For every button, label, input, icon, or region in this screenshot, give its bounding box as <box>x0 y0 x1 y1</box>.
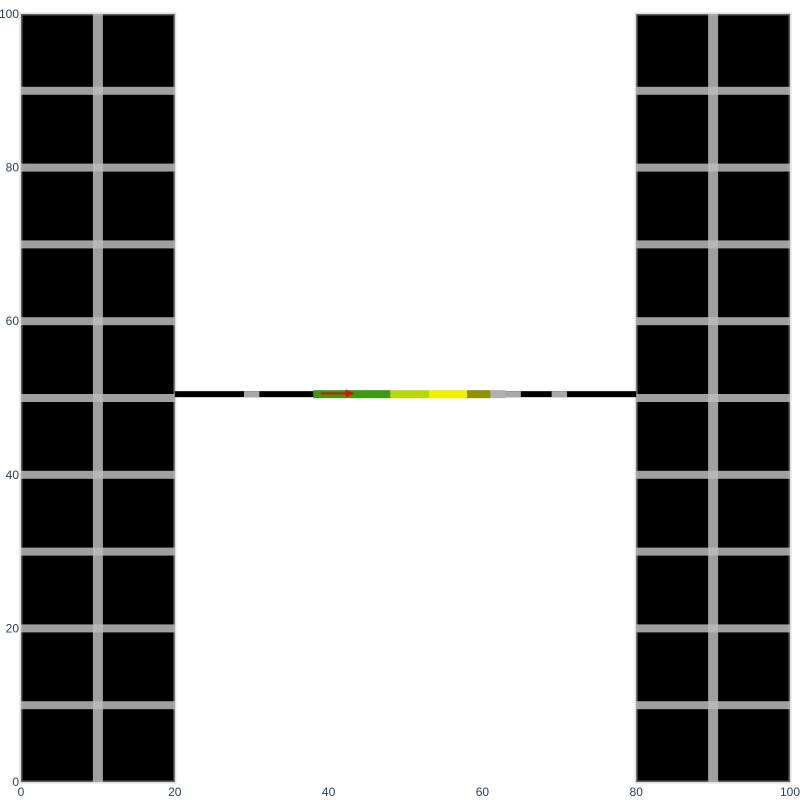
y-tick-label-5: 100 <box>0 7 19 21</box>
blocks-layer <box>19 12 792 784</box>
arrow-head-icon <box>345 389 355 398</box>
left-block-row-divider-2 <box>21 547 175 556</box>
x-tick-label-2: 40 <box>322 785 336 799</box>
left-block-row-divider-6 <box>21 240 175 249</box>
y-tick-label-4: 80 <box>6 161 20 175</box>
right-block-row-divider-8 <box>636 86 790 95</box>
y-tick-label-1: 20 <box>6 621 20 635</box>
x-tick-label-5: 100 <box>780 785 800 799</box>
right-block-row-divider-6 <box>636 240 790 249</box>
x-tick-label-3: 60 <box>476 785 490 799</box>
path-segment-3 <box>467 390 491 399</box>
left-block-row-divider-0 <box>21 701 175 710</box>
y-tick-label-3: 60 <box>6 314 20 328</box>
path-segment-2 <box>428 390 468 399</box>
y-axis-ticks: 0 20 40 60 80 100 <box>0 7 19 789</box>
right-block-row-divider-4 <box>636 394 790 402</box>
right-block-row-divider-0 <box>636 701 790 710</box>
x-tick-label-0: 0 <box>18 785 25 799</box>
path-segment-4 <box>490 390 506 399</box>
left-block-row-divider-4 <box>21 394 175 402</box>
bridge-gap-0 <box>244 391 260 398</box>
x-tick-label-4: 80 <box>630 785 644 799</box>
path-segment-1 <box>390 390 429 399</box>
left-block-row-divider-1 <box>21 624 175 633</box>
bridge-gap-3 <box>505 391 521 398</box>
right-block-row-divider-5 <box>636 317 790 326</box>
left-block-row-divider-5 <box>21 317 175 326</box>
right-block-row-divider-2 <box>636 547 790 556</box>
right-block-row-divider-3 <box>636 470 790 479</box>
bridge-gap-4 <box>551 391 567 398</box>
right-block-row-divider-7 <box>636 163 790 172</box>
left-block-row-divider-8 <box>21 86 175 95</box>
left-block-row-divider-3 <box>21 470 175 479</box>
left-block-row-divider-7 <box>21 163 175 172</box>
right-block-row-divider-1 <box>636 624 790 633</box>
x-tick-label-1: 20 <box>168 785 182 799</box>
bridge-layer <box>174 389 637 399</box>
y-tick-label-2: 40 <box>6 468 20 482</box>
x-axis-ticks: 0 20 40 60 80 100 <box>18 785 800 799</box>
y-tick-label-0: 0 <box>12 775 19 789</box>
